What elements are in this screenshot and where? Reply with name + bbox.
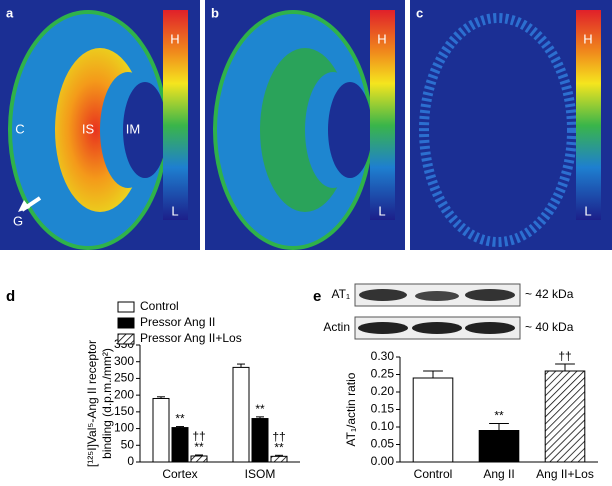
y-tick-label: 0.20 (371, 384, 395, 398)
y-axis-label: binding (d.p.m./mm²) (100, 348, 114, 459)
legend-swatch (117, 301, 135, 313)
bar (251, 418, 269, 463)
y-tick-label: 0.15 (371, 402, 395, 416)
panel-label: d (6, 288, 15, 305)
scale-low: L (171, 203, 178, 218)
image-c: c H L (410, 0, 612, 250)
scale-low: L (584, 203, 591, 218)
scale-high: H (170, 31, 179, 46)
blot (354, 283, 521, 340)
region-label: C (15, 121, 24, 136)
image-b: b H L (205, 0, 405, 250)
blot-size: ~ 42 kDa (525, 287, 574, 301)
blot-label: AT₁ (332, 287, 351, 301)
y-tick-label: 250 (114, 371, 134, 385)
significance: ** (175, 412, 185, 426)
y-tick-label: 0.25 (371, 367, 395, 381)
significance: ** (274, 440, 284, 454)
y-tick-label: 300 (114, 354, 134, 368)
y-tick-label: 0.10 (371, 419, 395, 433)
significance: †† (192, 429, 205, 443)
y-tick-label: 100 (114, 421, 134, 435)
bar (232, 366, 250, 463)
bar (478, 430, 520, 463)
x-tick-label: Cortex (162, 467, 197, 481)
x-tick-label: Ang II (483, 467, 514, 481)
panel-label: e (313, 288, 321, 305)
region-label: IM (126, 121, 140, 136)
y-tick-label: 50 (121, 437, 135, 451)
scale-high: H (583, 31, 592, 46)
significance: ** (194, 440, 204, 454)
legend-swatch (117, 333, 135, 345)
legend-label: Pressor Ang II (140, 315, 215, 329)
y-tick-label: 0.05 (371, 437, 395, 451)
panel-label: b (211, 5, 219, 20)
bar (190, 455, 208, 463)
scale-high: H (377, 31, 386, 46)
legend-swatch (117, 317, 135, 329)
bar (152, 397, 170, 463)
x-tick-label: Ang II+Los (536, 467, 594, 481)
bar (544, 370, 586, 463)
y-axis-label: [¹²⁵I]Val⁵-Ang II receptor (85, 340, 99, 467)
significance: ** (255, 402, 265, 416)
bar (171, 427, 189, 463)
legend-label: Control (140, 299, 179, 313)
legend-label: Pressor Ang II+Los (140, 331, 242, 345)
x-tick-label: ISOM (245, 467, 276, 481)
panel-label: a (6, 5, 14, 20)
scale-low: L (378, 203, 385, 218)
y-tick-label: 200 (114, 387, 134, 401)
region-label: IS (82, 121, 95, 136)
bar (270, 455, 288, 463)
y-tick-label: 0.00 (371, 454, 395, 468)
region-label: G (13, 213, 23, 228)
significance: ** (494, 409, 504, 423)
panel-label: c (416, 5, 423, 20)
y-axis-label: AT₁/actin ratio (344, 372, 358, 446)
y-tick-label: 0 (127, 454, 134, 468)
blot-label: Actin (323, 320, 350, 334)
x-tick-label: Control (414, 467, 453, 481)
significance: †† (558, 349, 571, 363)
image-a: a H L C IS IM G (0, 0, 200, 250)
y-tick-label: 0.30 (371, 349, 395, 363)
bar (412, 377, 454, 463)
y-tick-label: 150 (114, 404, 134, 418)
blot-size: ~ 40 kDa (525, 320, 574, 334)
significance: †† (272, 429, 285, 443)
